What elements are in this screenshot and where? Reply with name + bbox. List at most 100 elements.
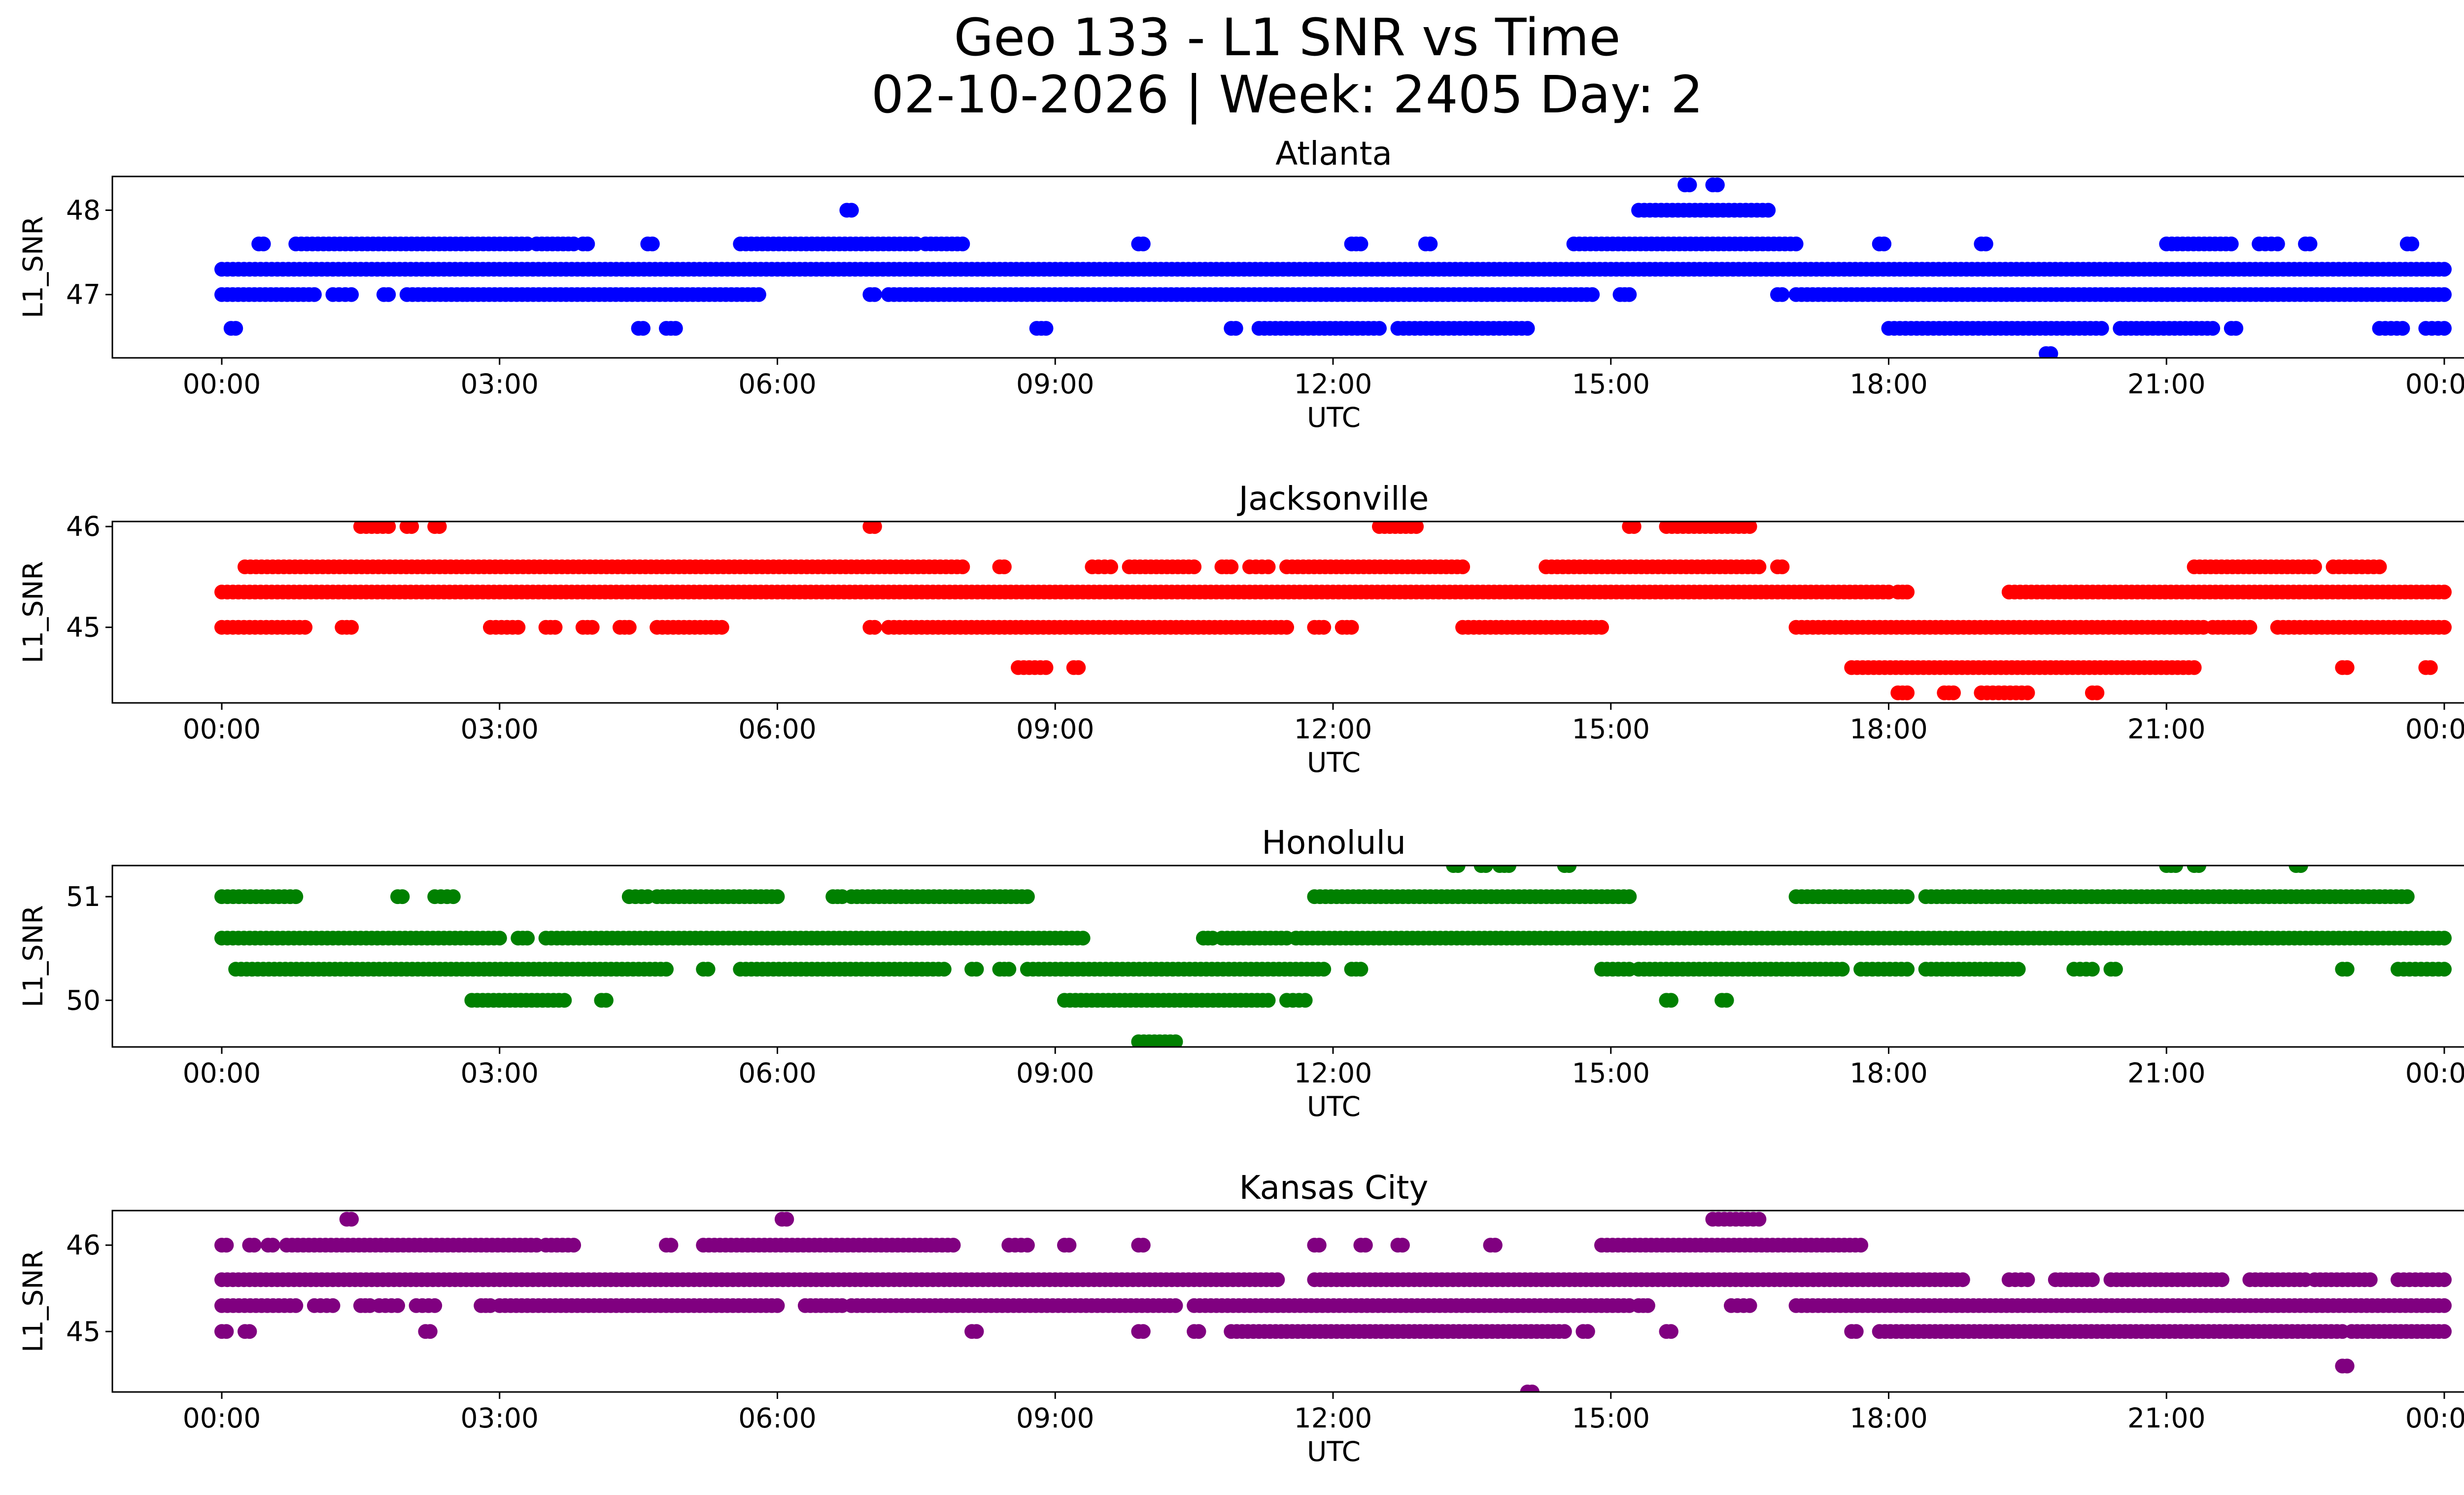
data-point <box>1663 993 1678 1008</box>
x-tick-label: 09:00 <box>1016 1402 1095 1434</box>
subplot-title: Jacksonville <box>1237 480 1429 518</box>
data-points <box>214 177 2452 358</box>
data-point <box>265 1238 280 1253</box>
data-point <box>1900 889 1915 904</box>
data-point <box>2191 866 2206 873</box>
data-point <box>1311 1238 1327 1253</box>
data-point <box>2020 1272 2035 1287</box>
x-tick-label: 12:00 <box>1294 1057 1372 1089</box>
data-point <box>1848 1324 1864 1339</box>
x-tick-label: 21:00 <box>2127 1402 2206 1434</box>
data-point <box>1835 962 1850 977</box>
data-point <box>1279 620 1294 635</box>
data-point <box>1395 1238 1410 1253</box>
data-point <box>779 1212 794 1227</box>
data-point <box>492 931 507 946</box>
data-point <box>511 620 526 635</box>
data-point <box>1353 236 1369 251</box>
data-point <box>288 1298 304 1313</box>
data-point <box>390 1298 405 1313</box>
data-point <box>2094 321 2109 336</box>
data-point <box>2187 660 2202 675</box>
y-axis-label: L1_SNR <box>17 905 49 1007</box>
data-point <box>955 236 970 251</box>
data-point <box>256 236 271 251</box>
data-point <box>1020 889 1035 904</box>
subplots: Atlanta 00:00 03:00 06:00 09:00 12:00 15:00 18:… <box>17 135 2464 1467</box>
data-point <box>1622 889 1637 904</box>
data-point <box>621 620 637 635</box>
x-tick-label: 00:00 <box>183 368 261 400</box>
y-tick-label: 48 <box>66 194 101 226</box>
x-tick-label: 03:00 <box>460 713 539 745</box>
data-point <box>395 889 410 904</box>
data-point <box>1228 321 1243 336</box>
data-point <box>2437 287 2452 302</box>
x-tick-label: 12:00 <box>1294 368 1372 400</box>
x-tick-label: 12:00 <box>1294 713 1372 745</box>
data-point <box>1955 1272 1970 1287</box>
figure-title-line2: 02-10-2026 | Week: 2405 Day: 2 <box>871 65 1703 125</box>
data-point <box>1168 1298 1183 1313</box>
data-point <box>714 620 729 635</box>
data-point <box>2020 685 2035 700</box>
data-point <box>1761 203 1776 218</box>
x-tick-label: 00:00 <box>2405 1402 2464 1434</box>
data-point <box>381 287 396 302</box>
data-point <box>2372 559 2387 574</box>
x-tick-label: 06:00 <box>738 713 817 745</box>
data-point <box>1877 236 1892 251</box>
data-point <box>427 1298 443 1313</box>
x-axis-label: UTC <box>1307 1091 1361 1122</box>
x-tick-label: 15:00 <box>1572 368 1650 400</box>
data-point <box>770 889 785 904</box>
data-point <box>867 620 882 635</box>
data-point <box>228 321 243 336</box>
x-tick-label: 00:00 <box>2405 713 2464 745</box>
data-point <box>2437 1272 2452 1287</box>
data-point <box>2437 1298 2452 1313</box>
data-point <box>1038 660 1054 675</box>
data-point <box>1853 1238 1869 1253</box>
data-point <box>2293 866 2308 873</box>
data-point <box>2437 1324 2452 1339</box>
data-point <box>1626 522 1642 534</box>
data-point <box>1270 1272 1285 1287</box>
data-point <box>1071 660 1086 675</box>
data-point <box>1525 1385 1540 1392</box>
subplot-atlanta: Atlanta 00:00 03:00 06:00 09:00 12:00 15:00 18:… <box>17 135 2464 433</box>
data-point <box>645 236 660 251</box>
x-tick-label: 18:00 <box>1849 1057 1928 1089</box>
data-point <box>2085 962 2100 977</box>
data-point <box>2395 321 2410 336</box>
data-point <box>2270 236 2285 251</box>
data-points <box>214 866 2452 1047</box>
data-point <box>2108 962 2123 977</box>
x-tick-label: 15:00 <box>1572 1057 1650 1089</box>
data-point <box>2043 346 2058 358</box>
data-point <box>659 962 674 977</box>
x-tick-label: 09:00 <box>1016 368 1095 400</box>
x-tick-label: 00:00 <box>2405 368 2464 400</box>
data-point <box>1455 559 1471 574</box>
data-point <box>1075 931 1091 946</box>
x-tick-label: 21:00 <box>2127 1057 2206 1089</box>
data-point <box>219 1238 234 1253</box>
data-point <box>1135 1324 1151 1339</box>
y-tick-label: 45 <box>66 1316 101 1347</box>
data-point <box>1788 236 1804 251</box>
x-tick-label: 06:00 <box>738 1057 817 1089</box>
data-point <box>2437 321 2452 336</box>
x-tick-label: 00:00 <box>183 1402 261 1434</box>
data-point <box>2302 236 2318 251</box>
data-point <box>520 931 535 946</box>
y-tick-label: 46 <box>66 1229 101 1261</box>
data-point <box>936 962 952 977</box>
y-tick-label: 51 <box>66 881 101 912</box>
subplot-title: Atlanta <box>1275 135 1392 173</box>
data-point <box>2437 931 2452 946</box>
y-axis-label: L1_SNR <box>17 1250 49 1352</box>
data-point <box>663 1238 679 1253</box>
data-point <box>1562 866 1577 873</box>
